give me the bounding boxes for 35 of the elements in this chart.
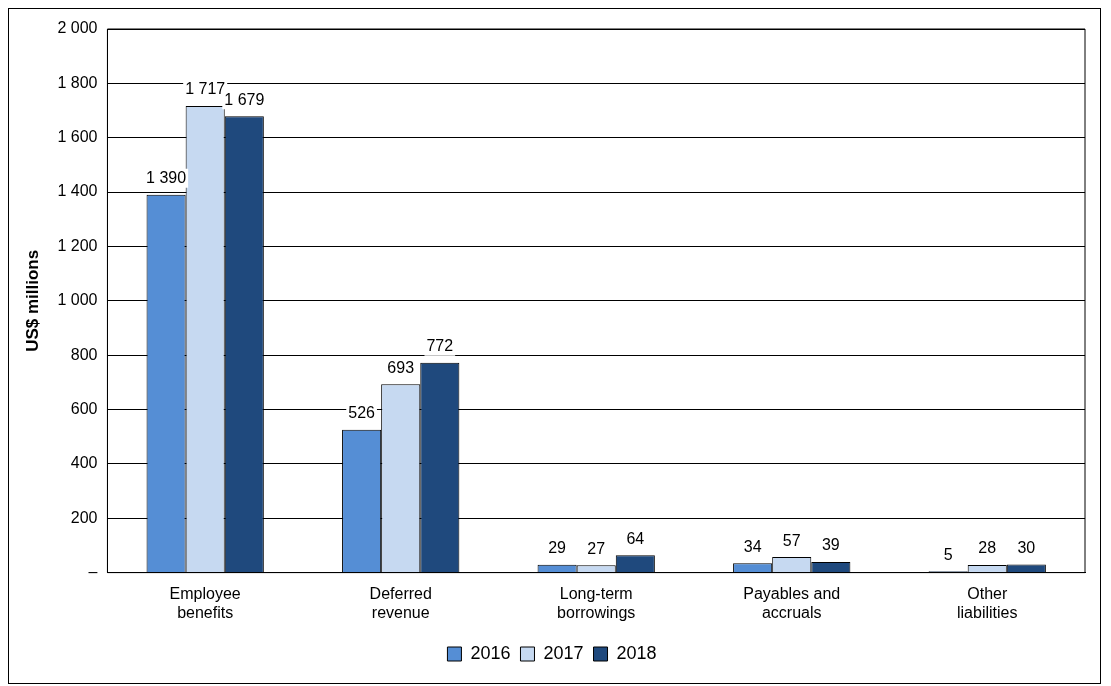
data-label: 39 bbox=[821, 536, 840, 554]
y-tick-label: 400 bbox=[70, 454, 98, 472]
data-label: 772 bbox=[426, 337, 454, 355]
x-tick-label: Payables and accruals bbox=[743, 584, 841, 621]
y-tick-label: 1 200 bbox=[57, 236, 98, 254]
x-tick-label: Long-term borrowings bbox=[557, 584, 636, 621]
data-label: 1 390 bbox=[146, 169, 187, 187]
data-label: 1 717 bbox=[185, 80, 226, 98]
data-label: 28 bbox=[978, 539, 997, 557]
data-label: 57 bbox=[782, 531, 801, 549]
data-label: 1 679 bbox=[224, 90, 265, 108]
data-label: 693 bbox=[387, 358, 415, 376]
y-tick-label: 200 bbox=[70, 508, 98, 526]
x-tick-label: Other liabilities bbox=[957, 584, 1018, 621]
y-tick-label: 1 600 bbox=[57, 128, 98, 146]
y-tick-label: – bbox=[88, 563, 98, 581]
data-label: 29 bbox=[548, 539, 567, 557]
x-tick-label: Deferred revenue bbox=[369, 584, 432, 621]
y-tick-label: 1 800 bbox=[57, 73, 98, 91]
data-label: 27 bbox=[587, 539, 606, 557]
y-axis-title: US$ millions bbox=[22, 249, 42, 352]
y-tick-label: 1 000 bbox=[57, 291, 98, 309]
y-tick-label: 800 bbox=[70, 345, 98, 363]
data-label: 30 bbox=[1017, 538, 1036, 556]
y-tick-label: 1 400 bbox=[57, 182, 98, 200]
data-label: 64 bbox=[626, 529, 645, 547]
legend-label: 2017 bbox=[543, 642, 584, 663]
data-label: 34 bbox=[743, 537, 762, 555]
y-tick-label: 2 000 bbox=[57, 19, 98, 37]
legend-label: 2016 bbox=[470, 642, 511, 663]
x-tick-label: Employee benefits bbox=[169, 584, 241, 621]
legend-label: 2018 bbox=[616, 642, 657, 663]
data-label: 5 bbox=[943, 545, 953, 563]
y-tick-label: 600 bbox=[70, 399, 98, 417]
data-label: 526 bbox=[348, 404, 376, 422]
